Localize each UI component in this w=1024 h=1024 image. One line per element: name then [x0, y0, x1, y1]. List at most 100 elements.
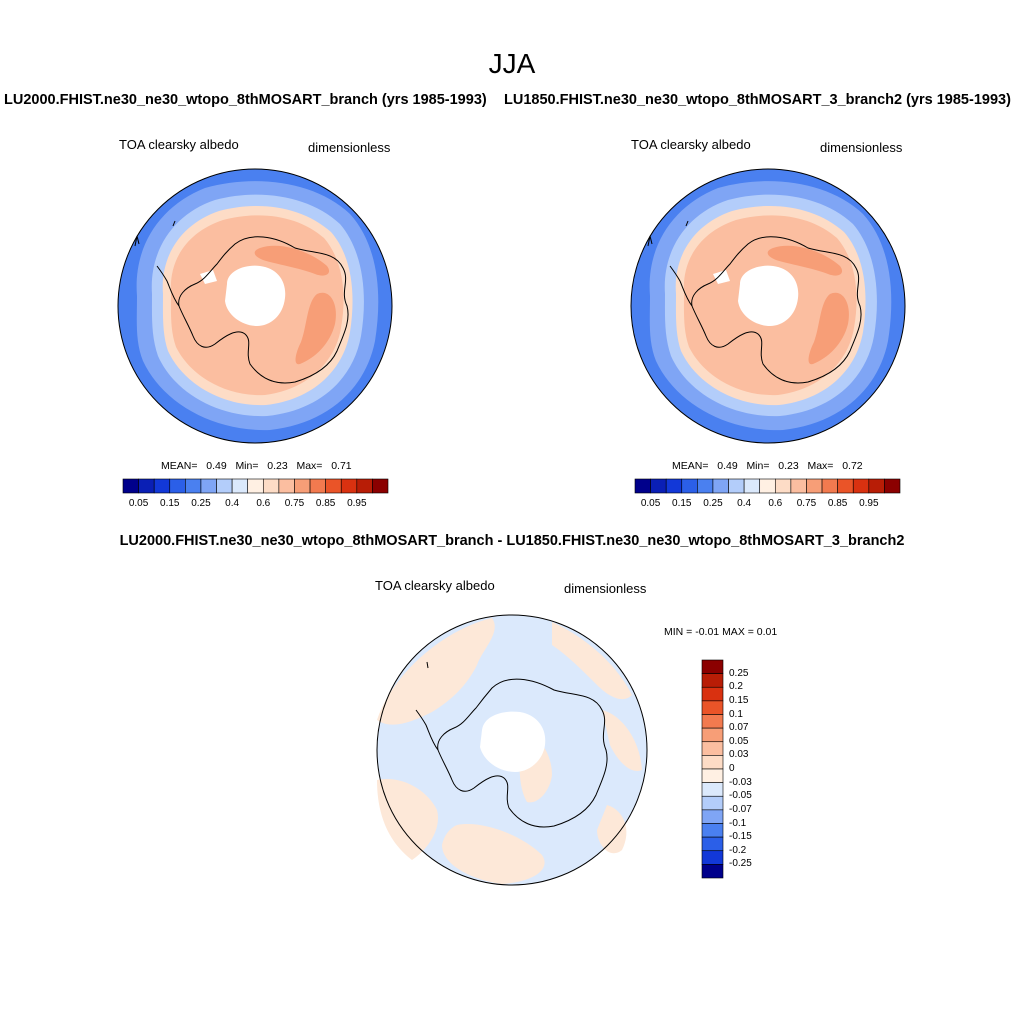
right-colorbar-swatch	[650, 478, 667, 494]
diff-colorbar-swatch	[701, 727, 724, 743]
left-colorbar-swatch	[247, 478, 264, 494]
diff-panel-units: dimensionless	[564, 581, 647, 596]
left-colorbar-tick-label: 0.25	[191, 498, 211, 509]
left-colorbar-swatch	[262, 478, 280, 494]
right-colorbar-swatch	[634, 478, 651, 494]
diff-colorbar-tick-label: 0.25	[729, 667, 749, 679]
difference-panel-title: LU2000.FHIST.ne30_ne30_wtopo_8thMOSART_b…	[119, 533, 905, 549]
left-colorbar-swatch	[278, 478, 295, 494]
left-colorbar-tick-label: 0.05	[128, 498, 149, 509]
right-colorbar-swatch	[759, 478, 776, 494]
left-colorbar-swatch	[340, 478, 358, 494]
left-colorbar-swatch	[200, 478, 217, 494]
diff-colorbar-tick-label: -0.25	[729, 858, 752, 870]
diff-colorbar-swatch	[701, 755, 724, 770]
right-max-value: 0.72	[842, 460, 863, 472]
right-panel-units: dimensionless	[820, 140, 903, 155]
diff-colorbar-tick-label: 0.03	[729, 749, 749, 761]
left-colorbar-swatch	[309, 478, 326, 494]
left-colorbar-swatch	[185, 478, 202, 494]
right-colorbar-swatch	[665, 478, 683, 494]
left-colorbar-swatch	[216, 478, 233, 494]
left-mean-value: 0.49	[206, 460, 227, 472]
left-colorbar-swatch	[138, 478, 155, 494]
right-colorbar-swatch	[868, 478, 885, 494]
diff-colorbar-swatch	[701, 823, 724, 838]
right-min-label: Min=	[746, 460, 770, 472]
diff-colorbar-tick-label: 0.1	[729, 708, 743, 720]
diff-colorbar-tick-label: -0.1	[729, 817, 747, 829]
diff-panel-variable: TOA clearsky albedo	[375, 578, 495, 593]
right-mean-value: 0.49	[717, 460, 738, 472]
right-colorbar-swatch	[821, 478, 838, 494]
right-colorbar-swatch	[681, 478, 698, 494]
diff-colorbar-tick-label: 0	[729, 763, 735, 774]
diff-colorbar-tick-label: -0.05	[729, 790, 752, 802]
left-min-label: Min=	[235, 460, 259, 472]
right-colorbar-swatch	[697, 478, 714, 494]
right-polar-map	[630, 168, 906, 444]
right-colorbar-swatch	[712, 478, 729, 494]
diff-colorbar-swatch	[701, 700, 724, 715]
diff-colorbar-tick-label: 0.07	[729, 722, 749, 734]
left-colorbar-tick-label: 0.6	[256, 498, 271, 509]
diff-colorbar-swatch	[701, 782, 724, 797]
diff-colorbar-tick-label: -0.03	[729, 776, 752, 788]
right-colorbar-tick-label: 0.05	[640, 498, 661, 509]
diff-colorbar-tick-label: 0.15	[729, 694, 749, 706]
left-colorbar-swatch	[294, 478, 311, 494]
right-colorbar-tick-label: 0.85	[827, 498, 848, 509]
left-colorbar-tick-label: 0.15	[160, 498, 180, 509]
left-colorbar-swatch	[372, 478, 389, 494]
right-colorbar-swatch	[743, 478, 761, 494]
figure-title: JJA	[488, 48, 536, 79]
left-panel-stats: MEAN= 0.49 Min= 0.23 Max= 0.71	[161, 460, 352, 472]
right-min-value: 0.23	[778, 460, 799, 472]
left-colorbar-tick-label: 0.75	[284, 498, 305, 509]
diff-minmax: MIN = -0.01 MAX = 0.01	[664, 626, 778, 638]
diff-colorbar-swatch	[701, 768, 724, 783]
right-colorbar-tick-label: 0.25	[703, 498, 723, 509]
right-colorbar-tick-label: 0.95	[859, 498, 879, 509]
diff-colorbar-swatch	[701, 673, 724, 688]
diff-colorbar-swatch	[701, 850, 724, 865]
left-colorbar-swatch	[231, 478, 249, 494]
diff-colorbar-swatch	[701, 714, 724, 729]
right-colorbar-swatch	[806, 478, 823, 494]
diff-colorbar-swatch	[701, 686, 724, 702]
diff-colorbar-swatch	[701, 809, 724, 824]
left-colorbar-swatch	[169, 478, 186, 494]
left-colorbar-swatch	[356, 478, 373, 494]
right-panel-case-title: LU1850.FHIST.ne30_ne30_wtopo_8thMOSART_3…	[504, 92, 1011, 108]
right-colorbar-swatch	[774, 478, 792, 494]
difference-polar-map	[376, 614, 648, 886]
left-colorbar-tick-label: 0.85	[315, 498, 336, 509]
left-colorbar-tick-label: 0.95	[347, 498, 367, 509]
left-colorbar-tick-label: 0.4	[225, 498, 240, 509]
diff-colorbar-swatch	[701, 659, 724, 674]
left-mean-label: MEAN=	[161, 460, 198, 472]
diff-colorbar-swatch	[701, 795, 724, 811]
diff-colorbar-swatch	[701, 836, 724, 852]
right-colorbar-tick-label: 0.6	[768, 498, 783, 509]
left-panel-variable: TOA clearsky albedo	[119, 137, 239, 152]
right-colorbar-swatch	[790, 478, 807, 494]
right-colorbar-swatch	[728, 478, 745, 494]
left-max-value: 0.71	[331, 460, 352, 472]
left-panel-units: dimensionless	[308, 140, 391, 155]
diff-colorbar-tick-label: 0.2	[729, 681, 743, 693]
left-max-label: Max=	[296, 460, 323, 472]
diff-colorbar-swatch	[701, 864, 724, 879]
left-colorbar-swatch	[122, 478, 139, 494]
right-colorbar	[634, 478, 901, 494]
right-colorbar-tick-label: 0.75	[796, 498, 817, 509]
right-colorbar-swatch	[884, 478, 901, 494]
left-min-value: 0.23	[267, 460, 288, 472]
diff-colorbar-tick-label: -0.07	[729, 803, 752, 815]
diff-colorbar-tick-label: -0.2	[729, 844, 747, 856]
right-panel-variable: TOA clearsky albedo	[631, 137, 751, 152]
right-max-label: Max=	[807, 460, 834, 472]
left-polar-map	[117, 168, 393, 444]
diff-colorbar-swatch	[701, 741, 724, 756]
